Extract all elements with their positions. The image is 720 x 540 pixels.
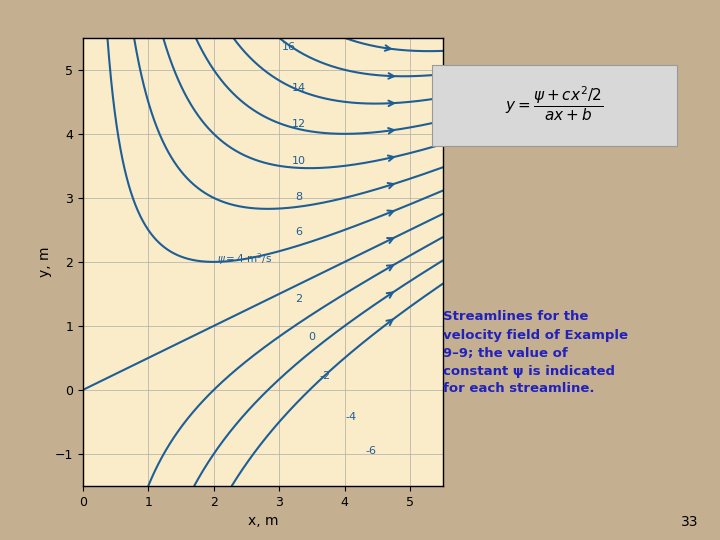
- Text: 16: 16: [282, 43, 296, 52]
- Text: 8: 8: [295, 192, 302, 201]
- Text: 2: 2: [295, 294, 302, 304]
- Text: 12: 12: [292, 119, 306, 129]
- FancyBboxPatch shape: [432, 65, 677, 146]
- Text: 0: 0: [308, 333, 315, 342]
- Text: $y = \dfrac{\psi + cx^2/2}{ax + b}$: $y = \dfrac{\psi + cx^2/2}{ax + b}$: [505, 84, 603, 123]
- Text: 10: 10: [292, 156, 306, 166]
- Text: -6: -6: [365, 446, 377, 456]
- Text: Streamlines for the
velocity field of Example
9–9; the value of
constant ψ is in: Streamlines for the velocity field of Ex…: [443, 310, 628, 395]
- Text: 33: 33: [681, 515, 698, 529]
- Text: 14: 14: [292, 83, 306, 93]
- Y-axis label: y, m: y, m: [38, 247, 52, 277]
- X-axis label: x, m: x, m: [248, 514, 278, 528]
- Text: -4: -4: [346, 412, 356, 422]
- Text: -2: -2: [320, 371, 330, 381]
- Text: $\psi = 4\ \mathrm{m^2/s}$: $\psi = 4\ \mathrm{m^2/s}$: [217, 251, 272, 267]
- Text: 6: 6: [295, 227, 302, 237]
